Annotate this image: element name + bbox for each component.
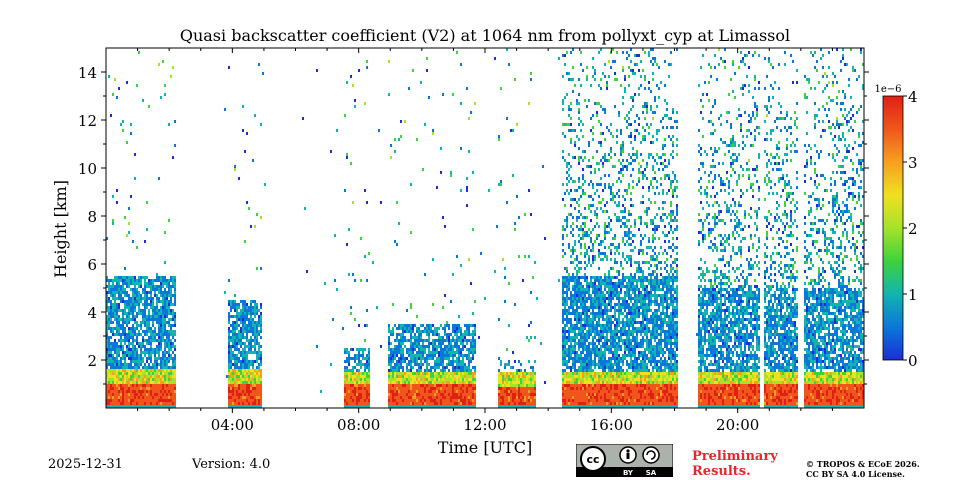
y-axis: 2 4 6 8 10 12 14 [78,64,869,385]
colorbar-tick-label: 4 [908,88,918,106]
backscatter-heatmap [106,48,864,408]
run-date: 2025-12-31 [48,457,123,472]
x-axis-label: Time [UTC] [438,438,532,457]
y-tick-label: 6 [87,256,97,274]
share-alike-icon [642,446,660,464]
preliminary-notice: Preliminary Results. [692,449,778,479]
cc-license-badge[interactable]: cc BY SA [576,444,673,477]
x-tick-label: 16:00 [590,416,633,434]
y-tick-label: 14 [78,64,97,82]
colorbar-multiplier: 1e−6 [874,84,901,95]
x-tick-label: 08:00 [337,416,380,434]
y-tick-label: 10 [78,160,97,178]
copyright-line-1: © TROPOS & ECoE 2026. [806,459,920,469]
x-tick-label: 12:00 [463,416,506,434]
copyright-line-2: CC BY SA 4.0 License. [806,469,905,479]
y-axis-label: Height [km] [51,180,70,278]
x-axis: 04:00 08:00 12:00 16:00 20:00 [137,48,833,434]
x-tick-label: 20:00 [716,416,759,434]
y-tick-label: 12 [78,112,97,130]
colorbar-tick-label: 1 [908,286,918,304]
version-label: Version: 4.0 [192,457,271,472]
preliminary-line-1: Preliminary [692,449,778,464]
colorbar-scale [882,95,904,361]
colorbar-tick-label: 2 [908,220,918,238]
y-tick-label: 4 [87,304,97,322]
by-label: BY [623,469,634,477]
x-tick-label: 04:00 [211,416,254,434]
cc-icon [580,446,606,472]
colorbar-tick-label: 0 [908,352,918,370]
copyright-notice: © TROPOS & ECoE 2026. CC BY SA 4.0 Licen… [806,459,920,479]
chart-title: Quasi backscatter coefficient (V2) at 10… [180,26,790,45]
colorbar-tick-label: 3 [908,154,918,172]
preliminary-line-2: Results. [692,464,751,479]
colorbar-ticks: 0 1 2 3 4 [903,88,918,370]
colorbar: 1e−6 0 1 2 3 4 [874,84,917,370]
sa-label: SA [646,469,657,477]
plot-area [105,47,865,409]
y-tick-label: 8 [87,208,97,226]
y-tick-label: 2 [87,352,97,370]
